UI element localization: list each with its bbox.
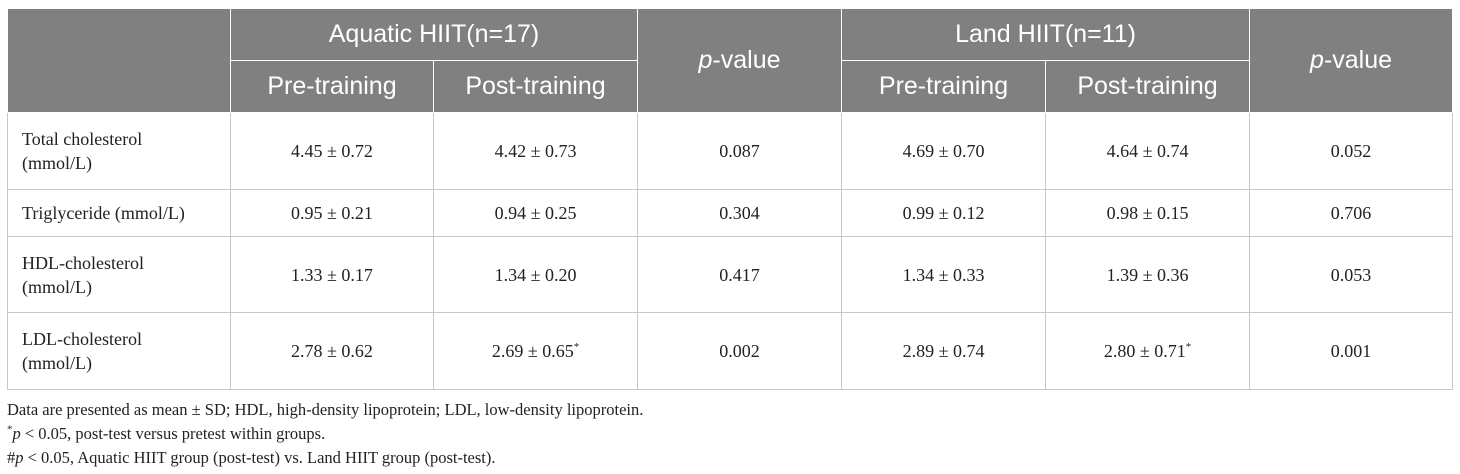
- aquatic-pvalue-cell: 0.087: [637, 112, 843, 190]
- footnote-asterisk: *p < 0.05, post-test versus pretest with…: [7, 422, 643, 446]
- table-row: HDL-cholesterol (mmol/L) 1.33 ± 0.17 1.34…: [7, 236, 1454, 313]
- row-label-line: Total cholesterol: [22, 129, 143, 149]
- land-pre-cell: 2.89 ± 0.74: [841, 312, 1047, 390]
- pvalue-suffix: -value: [712, 46, 781, 74]
- header-blank-cell: [7, 8, 231, 113]
- header-land-post: Post-training: [1045, 60, 1251, 113]
- row-label-line: LDL-cholesterol: [22, 329, 142, 349]
- aquatic-post-value: 0.94 ± 0.25: [494, 203, 577, 223]
- footnote-p: p: [15, 448, 24, 467]
- aquatic-pre-cell: 4.45 ± 0.72: [230, 112, 434, 190]
- row-label: LDL-cholesterol (mmol/L): [7, 312, 231, 390]
- aquatic-pre-cell: 1.33 ± 0.17: [230, 236, 434, 313]
- table-row: Total cholesterol (mmol/L) 4.45 ± 0.72 4.…: [7, 112, 1454, 190]
- footnote-text: < 0.05, post-test versus pretest within …: [20, 424, 326, 443]
- row-label-line: HDL-cholesterol: [22, 252, 144, 273]
- land-post-cell: 0.98 ± 0.15: [1045, 189, 1251, 237]
- aquatic-post-cell: 2.69 ± 0.65*: [432, 312, 639, 390]
- aquatic-post-cell: 1.34 ± 0.20: [432, 236, 639, 313]
- header-aquatic-pvalue: p-value: [637, 8, 843, 113]
- pvalue-suffix: -value: [1323, 46, 1393, 74]
- row-label-line: Triglyceride (mmol/L): [22, 203, 185, 223]
- aquatic-post-cell: 0.94 ± 0.25: [432, 189, 639, 237]
- footnote-text: < 0.05, Aquatic HIIT group (post-test) v…: [23, 448, 496, 467]
- land-post-cell: 4.64 ± 0.74: [1045, 112, 1251, 190]
- row-label: Total cholesterol (mmol/L): [7, 112, 231, 190]
- row-label: Triglyceride (mmol/L): [7, 189, 231, 237]
- aquatic-post-value: 1.34 ± 0.20: [494, 264, 577, 285]
- pvalue-p: p: [698, 46, 713, 74]
- land-pvalue-cell: 0.052: [1249, 112, 1454, 190]
- header-land-pre: Pre-training: [841, 60, 1047, 113]
- footnote-p: p: [12, 424, 21, 443]
- aquatic-pvalue-cell: 0.002: [637, 312, 843, 390]
- land-pvalue-cell: 0.053: [1249, 236, 1454, 313]
- land-pre-cell: 4.69 ± 0.70: [841, 112, 1047, 190]
- table-footnotes: Data are presented as mean ± SD; HDL, hi…: [7, 398, 643, 470]
- footnote-hash: #p < 0.05, Aquatic HIIT group (post-test…: [7, 446, 643, 470]
- row-label: HDL-cholesterol (mmol/L): [7, 236, 231, 313]
- significance-mark: *: [573, 341, 580, 353]
- header-aquatic-pre: Pre-training: [230, 60, 434, 113]
- aquatic-post-value: 4.42 ± 0.73: [494, 141, 577, 161]
- aquatic-pre-cell: 0.95 ± 0.21: [230, 189, 434, 237]
- row-label-unit: (mmol/L): [22, 153, 92, 173]
- header-aquatic-post: Post-training: [432, 60, 639, 113]
- land-post-cell: 1.39 ± 0.36: [1045, 236, 1251, 313]
- aquatic-pvalue-cell: 0.417: [637, 236, 843, 313]
- land-pre-cell: 0.99 ± 0.12: [841, 189, 1047, 237]
- land-pvalue-cell: 0.706: [1249, 189, 1454, 237]
- pvalue-p: p: [1310, 46, 1324, 74]
- aquatic-post-cell: 4.42 ± 0.73: [432, 112, 639, 190]
- land-post-value: 0.98 ± 0.15: [1106, 203, 1189, 223]
- aquatic-pvalue-cell: 0.304: [637, 189, 843, 237]
- aquatic-pre-cell: 2.78 ± 0.62: [230, 312, 434, 390]
- table-row: Triglyceride (mmol/L) 0.95 ± 0.21 0.94 ±…: [7, 189, 1454, 237]
- asterisk-mark: *: [7, 423, 13, 436]
- header-land-group: Land HIIT(n=11): [841, 8, 1251, 61]
- header-aquatic-group: Aquatic HIIT(n=17): [229, 8, 639, 61]
- table-row: LDL-cholesterol (mmol/L) 2.78 ± 0.62 2.69…: [7, 312, 1454, 390]
- lipid-profile-table: Aquatic HIIT(n=17) p-value Land HIIT(n=1…: [7, 8, 1454, 390]
- significance-mark: *: [1185, 341, 1192, 353]
- aquatic-post-value: 2.69 ± 0.65: [491, 341, 574, 361]
- row-label-unit: (mmol/L): [22, 353, 92, 373]
- land-post-value: 4.64 ± 0.74: [1106, 141, 1189, 161]
- header-land-pvalue: p-value: [1249, 8, 1454, 113]
- row-label-unit: (mmol/L): [22, 276, 92, 297]
- land-post-value: 1.39 ± 0.36: [1106, 264, 1189, 285]
- land-post-value: 2.80 ± 0.71: [1103, 341, 1186, 361]
- land-pvalue-cell: 0.001: [1249, 312, 1454, 390]
- footnote-abbreviations: Data are presented as mean ± SD; HDL, hi…: [7, 400, 644, 419]
- land-post-cell: 2.80 ± 0.71*: [1045, 312, 1251, 390]
- hash-mark: #: [7, 448, 16, 467]
- land-pre-cell: 1.34 ± 0.33: [841, 236, 1047, 313]
